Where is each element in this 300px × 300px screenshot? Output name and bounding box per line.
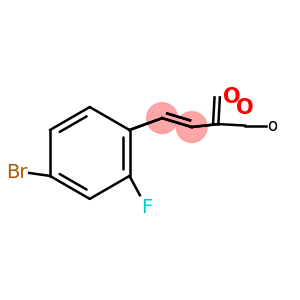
- Text: o: o: [267, 117, 278, 135]
- Text: O: O: [236, 98, 254, 118]
- Text: Br: Br: [6, 164, 28, 182]
- Text: F: F: [141, 198, 153, 217]
- Circle shape: [147, 103, 178, 134]
- Circle shape: [176, 112, 207, 142]
- Text: O: O: [224, 87, 241, 107]
